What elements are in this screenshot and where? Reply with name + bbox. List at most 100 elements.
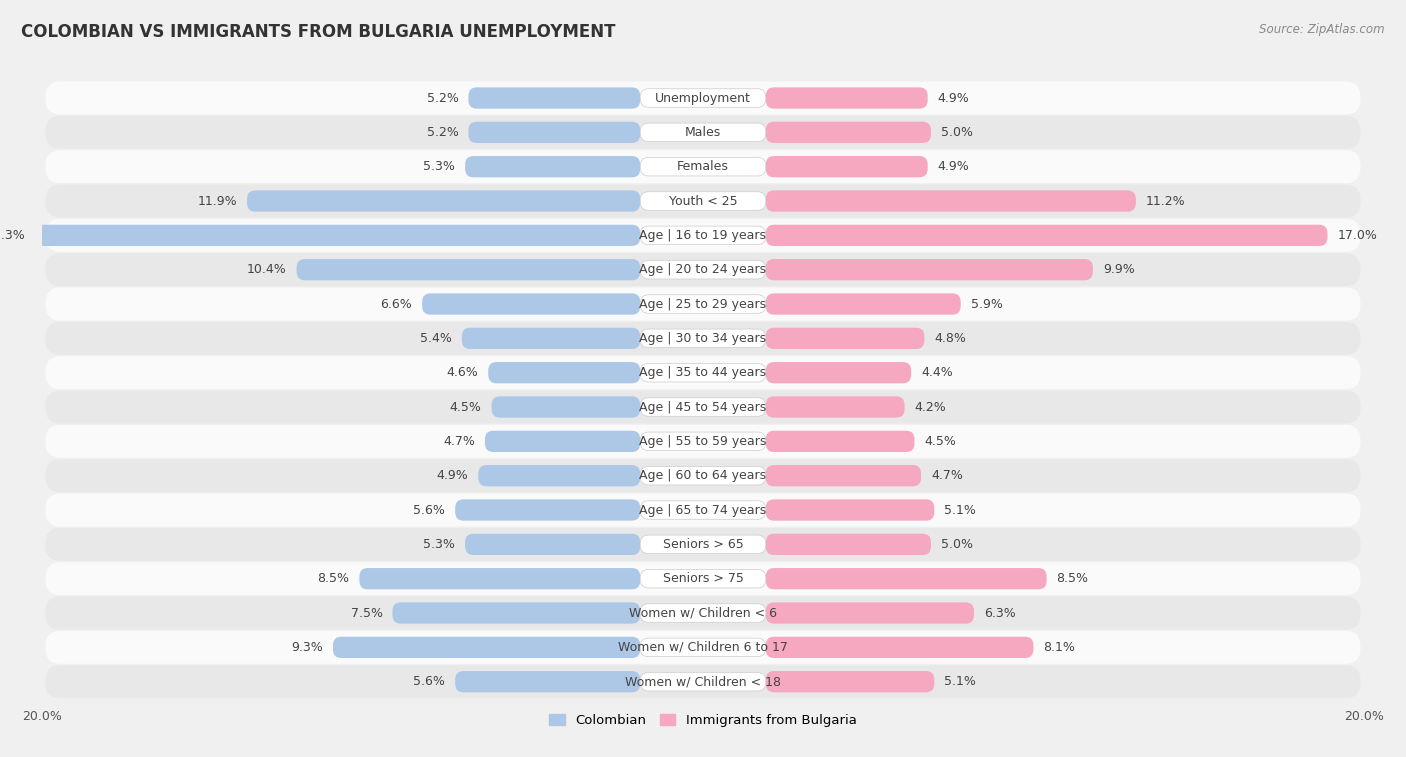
Text: Age | 45 to 54 years: Age | 45 to 54 years [640,400,766,413]
Text: 11.2%: 11.2% [1146,195,1185,207]
Text: 4.9%: 4.9% [938,92,969,104]
Text: 4.7%: 4.7% [931,469,963,482]
FancyBboxPatch shape [766,294,960,315]
Text: Age | 20 to 24 years: Age | 20 to 24 years [640,263,766,276]
Text: 5.6%: 5.6% [413,503,446,516]
FancyBboxPatch shape [766,87,928,109]
Text: Females: Females [678,160,728,173]
FancyBboxPatch shape [45,494,1361,527]
Text: 5.4%: 5.4% [420,332,451,345]
FancyBboxPatch shape [640,157,766,176]
FancyBboxPatch shape [766,465,921,486]
Text: 4.4%: 4.4% [921,366,953,379]
Text: Age | 30 to 34 years: Age | 30 to 34 years [640,332,766,345]
Text: Unemployment: Unemployment [655,92,751,104]
Text: 5.6%: 5.6% [413,675,446,688]
FancyBboxPatch shape [45,597,1361,630]
FancyBboxPatch shape [640,260,766,279]
FancyBboxPatch shape [360,568,640,590]
FancyBboxPatch shape [766,122,931,143]
FancyBboxPatch shape [392,603,640,624]
Text: COLOMBIAN VS IMMIGRANTS FROM BULGARIA UNEMPLOYMENT: COLOMBIAN VS IMMIGRANTS FROM BULGARIA UN… [21,23,616,41]
Text: 11.9%: 11.9% [197,195,238,207]
Text: 18.3%: 18.3% [0,229,25,241]
FancyBboxPatch shape [465,534,640,555]
FancyBboxPatch shape [640,604,766,622]
Text: 4.9%: 4.9% [938,160,969,173]
Text: 4.6%: 4.6% [447,366,478,379]
FancyBboxPatch shape [485,431,640,452]
FancyBboxPatch shape [640,500,766,519]
FancyBboxPatch shape [45,665,1361,698]
FancyBboxPatch shape [640,432,766,450]
FancyBboxPatch shape [45,219,1361,252]
FancyBboxPatch shape [45,322,1361,355]
Text: 4.5%: 4.5% [450,400,482,413]
Text: 9.9%: 9.9% [1102,263,1135,276]
FancyBboxPatch shape [456,671,640,693]
Text: 4.5%: 4.5% [924,435,956,448]
FancyBboxPatch shape [640,89,766,107]
Text: Age | 25 to 29 years: Age | 25 to 29 years [640,298,766,310]
FancyBboxPatch shape [766,637,1033,658]
FancyBboxPatch shape [45,425,1361,458]
Text: 9.3%: 9.3% [291,641,323,654]
Text: 5.9%: 5.9% [970,298,1002,310]
FancyBboxPatch shape [45,391,1361,423]
FancyBboxPatch shape [333,637,640,658]
FancyBboxPatch shape [45,631,1361,664]
FancyBboxPatch shape [640,397,766,416]
FancyBboxPatch shape [422,294,640,315]
FancyBboxPatch shape [766,431,914,452]
Text: 5.2%: 5.2% [426,126,458,139]
FancyBboxPatch shape [456,500,640,521]
Text: 6.3%: 6.3% [984,606,1015,619]
FancyBboxPatch shape [766,225,1327,246]
FancyBboxPatch shape [45,459,1361,492]
FancyBboxPatch shape [45,82,1361,114]
Text: Age | 35 to 44 years: Age | 35 to 44 years [640,366,766,379]
FancyBboxPatch shape [640,226,766,245]
Text: Women w/ Children 6 to 17: Women w/ Children 6 to 17 [619,641,787,654]
FancyBboxPatch shape [766,534,931,555]
FancyBboxPatch shape [766,190,1136,212]
FancyBboxPatch shape [640,638,766,656]
FancyBboxPatch shape [640,294,766,313]
FancyBboxPatch shape [488,362,640,383]
FancyBboxPatch shape [640,363,766,382]
Text: 17.0%: 17.0% [1337,229,1378,241]
FancyBboxPatch shape [766,671,934,693]
FancyBboxPatch shape [45,253,1361,286]
FancyBboxPatch shape [45,150,1361,183]
Text: Age | 65 to 74 years: Age | 65 to 74 years [640,503,766,516]
FancyBboxPatch shape [640,535,766,553]
Text: Age | 16 to 19 years: Age | 16 to 19 years [640,229,766,241]
FancyBboxPatch shape [492,397,640,418]
FancyBboxPatch shape [640,123,766,142]
Text: Age | 60 to 64 years: Age | 60 to 64 years [640,469,766,482]
Text: Seniors > 65: Seniors > 65 [662,538,744,551]
FancyBboxPatch shape [297,259,640,280]
Text: 8.1%: 8.1% [1043,641,1076,654]
FancyBboxPatch shape [766,500,934,521]
Text: Women w/ Children < 18: Women w/ Children < 18 [626,675,780,688]
Text: Youth < 25: Youth < 25 [669,195,737,207]
FancyBboxPatch shape [45,185,1361,217]
Text: Source: ZipAtlas.com: Source: ZipAtlas.com [1260,23,1385,36]
Text: 10.4%: 10.4% [247,263,287,276]
Text: Seniors > 75: Seniors > 75 [662,572,744,585]
Text: Males: Males [685,126,721,139]
Text: 8.5%: 8.5% [1056,572,1088,585]
Text: 7.5%: 7.5% [350,606,382,619]
FancyBboxPatch shape [45,116,1361,149]
Text: 5.3%: 5.3% [423,538,456,551]
FancyBboxPatch shape [45,562,1361,595]
FancyBboxPatch shape [247,190,640,212]
FancyBboxPatch shape [640,672,766,691]
FancyBboxPatch shape [468,87,640,109]
FancyBboxPatch shape [465,156,640,177]
FancyBboxPatch shape [766,603,974,624]
FancyBboxPatch shape [640,192,766,210]
FancyBboxPatch shape [45,528,1361,561]
Text: 6.6%: 6.6% [381,298,412,310]
